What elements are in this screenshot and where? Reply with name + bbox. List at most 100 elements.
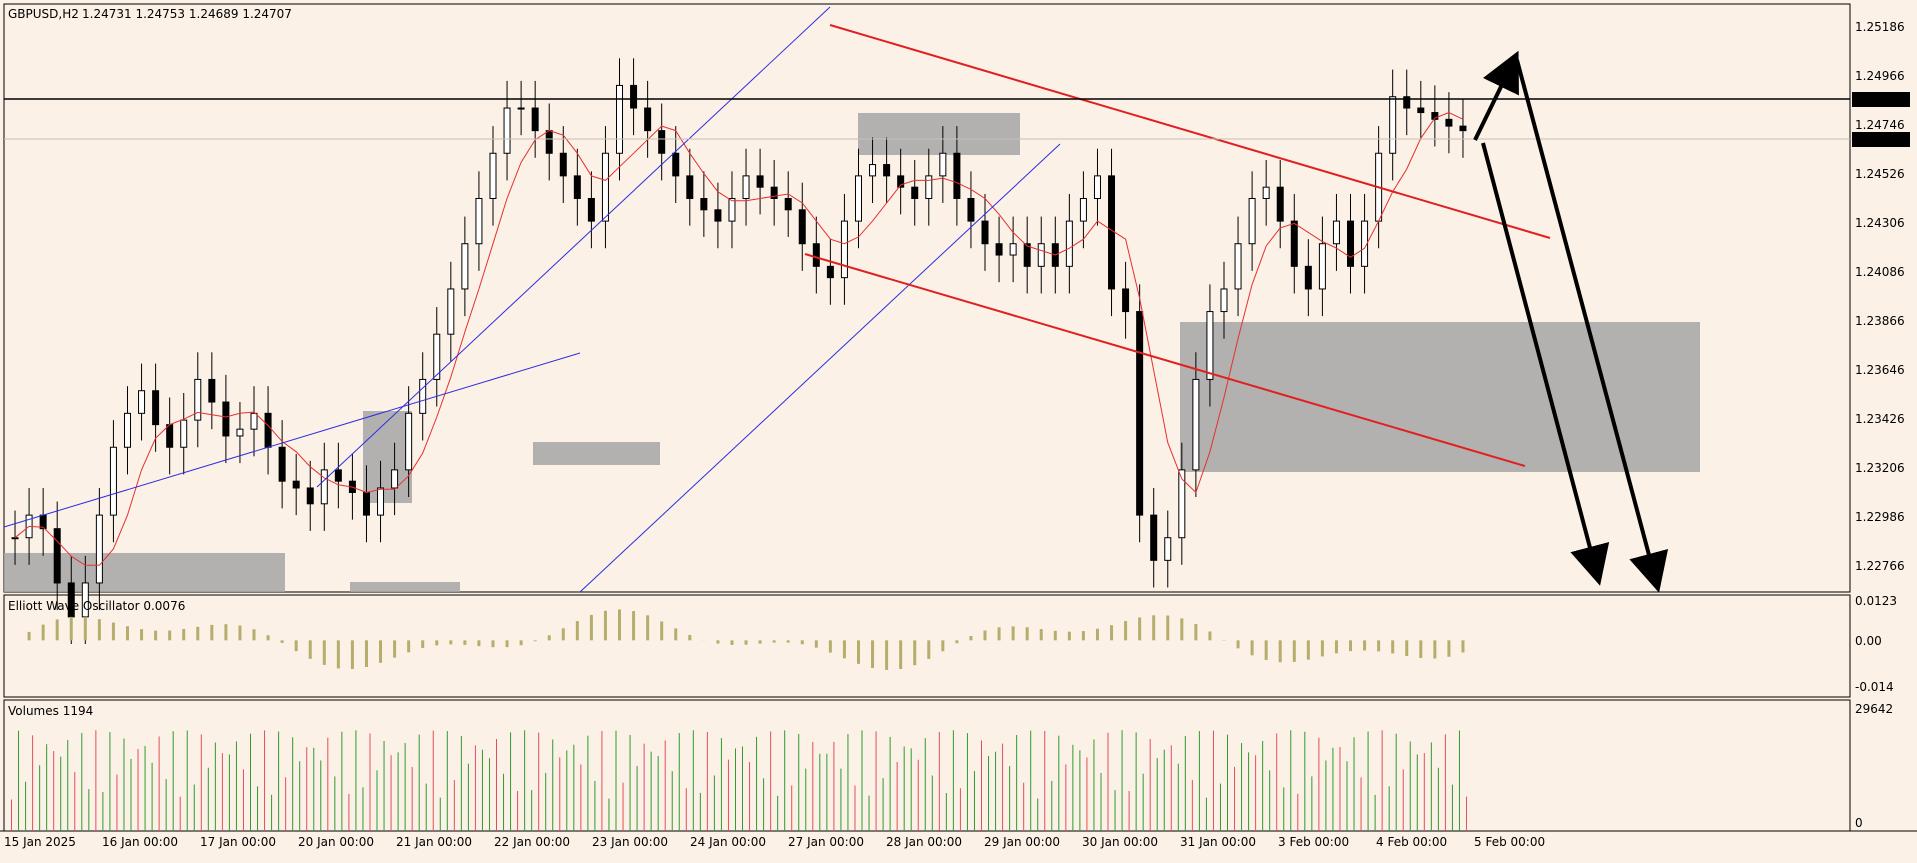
candle-body [81, 582, 89, 618]
oscillator-axis-label: 0.0123 [1855, 594, 1897, 608]
candle-body [1304, 265, 1312, 290]
candle-body [1065, 220, 1073, 267]
candle-body [250, 412, 258, 430]
candle-body [419, 378, 427, 414]
projection-arrow-up [1473, 50, 1519, 141]
candle-body [67, 582, 75, 618]
time-axis-label: 24 Jan 00:00 [690, 835, 766, 849]
candle-body [1023, 243, 1031, 267]
price-axis-label: 1.23646 [1855, 363, 1905, 377]
time-axis-label: 31 Jan 00:00 [1180, 835, 1256, 849]
candle-body [728, 197, 736, 222]
trend-line-blue [3, 352, 581, 528]
price-axis-label: 1.22766 [1855, 559, 1905, 573]
candle-body [854, 175, 862, 222]
time-axis-label: 21 Jan 00:00 [396, 835, 472, 849]
supply-demand-zone [1180, 322, 1700, 472]
candle-body [1037, 243, 1045, 267]
price-axis-label: 1.22986 [1855, 510, 1905, 524]
level-tag-text: 1.24881 [1855, 93, 1905, 107]
candle-body [1347, 220, 1355, 267]
candle-body [686, 175, 694, 199]
candle-body [869, 164, 877, 177]
projection-arrow-down [1481, 142, 1610, 586]
price-axis-label: 1.25186 [1855, 20, 1905, 34]
candle-body [1276, 186, 1284, 222]
candle-body [1332, 220, 1340, 245]
candle-body [911, 186, 919, 199]
time-axis-label: 4 Feb 00:00 [1376, 835, 1447, 849]
candle-body [53, 528, 61, 584]
candle-body [1318, 243, 1326, 290]
candle-body [517, 107, 525, 110]
ohlc-values: 1.24731 1.24753 1.24689 1.24707 [82, 7, 292, 21]
candle-body [798, 209, 806, 245]
candle-body [953, 152, 961, 199]
time-axis-label: 27 Jan 00:00 [788, 835, 864, 849]
time-axis-label: 16 Jan 00:00 [102, 835, 178, 849]
channel-line-red [829, 24, 1551, 239]
candle-body [770, 186, 778, 199]
candle-body [1234, 243, 1242, 290]
candle-body [742, 175, 750, 199]
candle-body [152, 390, 160, 426]
candle-body [826, 265, 834, 279]
candle-body [1431, 112, 1439, 120]
candle-body [208, 378, 216, 403]
candle-body [601, 152, 609, 222]
oscillator-axis-label: 0.00 [1855, 634, 1882, 648]
candle-body [672, 152, 680, 177]
time-axis-label: 22 Jan 00:00 [494, 835, 570, 849]
candle-body [630, 84, 638, 109]
time-axis-label: 23 Jan 00:00 [592, 835, 668, 849]
candle-body [194, 378, 202, 421]
candle-body [109, 446, 117, 516]
candle-body [1459, 125, 1467, 132]
candle-body [1009, 243, 1017, 256]
candle-body [1108, 175, 1116, 290]
symbol-label: GBPUSD,H2 [8, 7, 79, 21]
candle-body [1417, 107, 1425, 114]
price-axis-label: 1.23206 [1855, 461, 1905, 475]
candle-body [714, 209, 722, 222]
time-axis-label: 5 Feb 00:00 [1474, 835, 1545, 849]
candle-body [981, 220, 989, 245]
supply-demand-zone [363, 411, 412, 503]
price-axis-label: 1.23866 [1855, 314, 1905, 328]
candle-body [320, 469, 328, 505]
price-axis-label: 1.24966 [1855, 69, 1905, 83]
candle-body [559, 152, 567, 177]
candle-body [644, 107, 652, 132]
candle-body [222, 401, 230, 437]
time-axis-label: 28 Jan 00:00 [886, 835, 962, 849]
candle-body [1220, 288, 1228, 313]
price-axis-label: 1.24306 [1855, 216, 1905, 230]
level-tag [1852, 92, 1910, 107]
volume-axis-label: 0 [1855, 816, 1863, 830]
candle-body [95, 514, 103, 584]
oscillator-pane[interactable] [3, 594, 1851, 698]
projection-arrow-down [1515, 59, 1669, 593]
moving-average-line [14, 112, 1464, 566]
candle-body [784, 197, 792, 211]
candle-body [995, 243, 1003, 256]
candle-body [1093, 175, 1101, 199]
price-axis-label: 1.24526 [1855, 167, 1905, 181]
current-price-tag [1852, 132, 1910, 147]
time-axis-label: 3 Feb 00:00 [1278, 835, 1349, 849]
volume-label: Volumes 1194 [8, 704, 93, 718]
time-axis-label: 29 Jan 00:00 [984, 835, 1060, 849]
price-axis-label: 1.23426 [1855, 412, 1905, 426]
supply-demand-zone [4, 553, 285, 592]
candle-body [503, 107, 511, 154]
candle-body [616, 84, 624, 154]
candle-body [405, 412, 413, 471]
candle-body [1445, 118, 1453, 127]
main-pane[interactable] [3, 3, 1851, 593]
time-axis-label: 30 Jan 00:00 [1082, 835, 1158, 849]
candle-body [138, 390, 146, 414]
candle-body [531, 107, 539, 132]
candle-body [489, 152, 497, 199]
candle-body [475, 197, 483, 245]
